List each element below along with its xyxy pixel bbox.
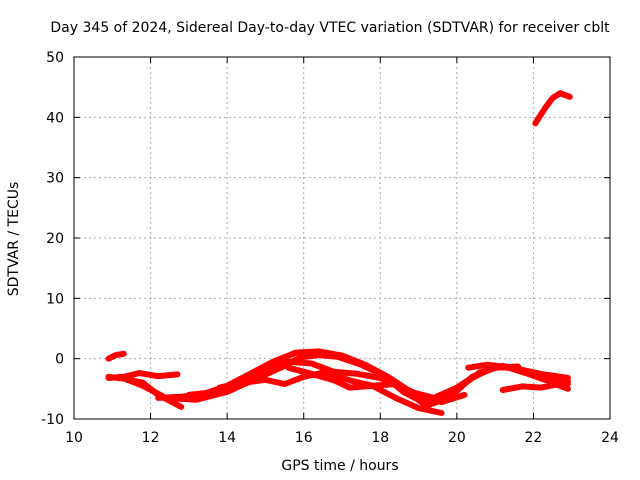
y-tick-label: -10 xyxy=(41,412,64,428)
x-axis-label: GPS time / hours xyxy=(281,458,398,474)
x-tick-label: 18 xyxy=(371,430,389,446)
series-line-track-6 xyxy=(185,358,522,409)
y-tick-label: 50 xyxy=(46,50,64,66)
x-tick-label: 16 xyxy=(295,430,313,446)
y-tick-label: 40 xyxy=(46,110,64,126)
series-line-track-8 xyxy=(285,364,468,406)
series-line-track-3 xyxy=(105,373,185,410)
data-series xyxy=(105,90,573,416)
x-tick-label: 24 xyxy=(601,430,619,446)
series-line-track-1 xyxy=(105,350,127,362)
x-tick-label: 20 xyxy=(448,430,466,446)
x-tick-label: 22 xyxy=(525,430,543,446)
grid xyxy=(74,57,610,419)
y-axis: -10 0 10 20 30 40 50 xyxy=(41,50,610,428)
x-tick-label: 14 xyxy=(218,430,236,446)
series-line-track-7 xyxy=(216,368,445,416)
x-axis: 10 12 14 16 18 20 22 24 xyxy=(65,57,619,446)
y-axis-label: SDTVAR / TECUs xyxy=(6,182,22,297)
series-line-track-11 xyxy=(532,90,573,127)
x-tick-label: 10 xyxy=(65,430,83,446)
series-line-track-10 xyxy=(499,381,571,393)
y-tick-label: 10 xyxy=(46,291,64,307)
chart-title: Day 345 of 2024, Sidereal Day-to-day VTE… xyxy=(50,20,610,36)
y-tick-label: 0 xyxy=(55,352,64,368)
x-tick-label: 12 xyxy=(142,430,160,446)
y-tick-label: 20 xyxy=(46,231,64,247)
y-tick-label: 30 xyxy=(46,171,64,187)
series-line-track-9 xyxy=(465,361,571,387)
